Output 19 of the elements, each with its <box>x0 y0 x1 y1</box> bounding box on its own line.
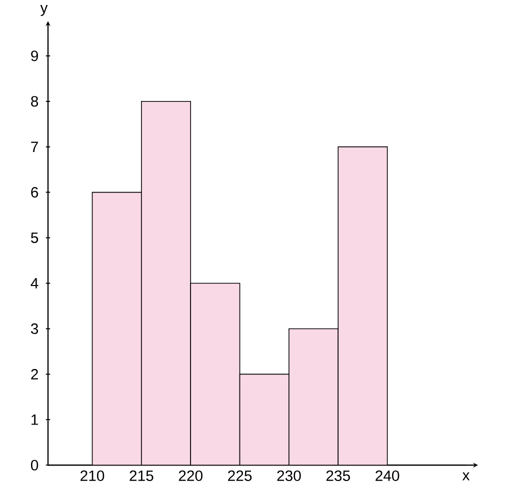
y-tick-label: 2 <box>31 368 38 380</box>
x-tick-label: 235 <box>326 470 350 481</box>
y-tick-label: 4 <box>30 278 38 288</box>
y-tick-label: 6 <box>31 186 38 198</box>
y-tick-label: 9 <box>31 50 38 62</box>
x-tick-label: 210 <box>80 470 104 481</box>
y-tick-label: 0 <box>30 460 38 470</box>
y-tick-label: 3 <box>30 323 38 334</box>
y-tick-label: 8 <box>31 96 38 107</box>
x-tick-label: 225 <box>228 470 252 481</box>
x-tick-label: 240 <box>376 470 400 481</box>
x-tick-label: 215 <box>130 470 154 481</box>
y-tick-label: 1 <box>32 414 38 425</box>
y-tick-label: 7 <box>31 142 38 152</box>
x-tick-label: 230 <box>277 470 301 481</box>
y-tick-label: 5 <box>30 232 38 243</box>
y-axis-title: y <box>40 4 48 16</box>
x-axis-title: x <box>462 472 470 480</box>
x-tick-label: 220 <box>178 470 202 481</box>
